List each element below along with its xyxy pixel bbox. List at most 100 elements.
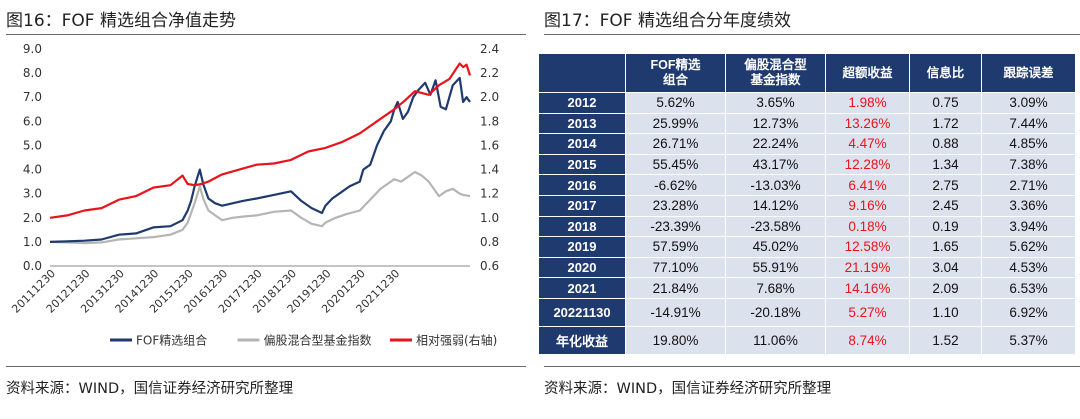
y-right-tick-label: 1.8 [480,114,499,128]
cell-year: 2016 [538,174,626,196]
table-header-row: FOF精选 组合 偏股混合型 基金指数 超额收益 信息比 跟踪误差 [538,53,1076,93]
column-header: 信息比 [909,53,982,93]
series-line-2 [49,62,472,219]
cell-fof: 23.28% [625,194,726,217]
legend-label: 偏股混合型基金指数 [264,333,372,348]
y-right-tick-label: 0.8 [480,235,499,249]
y-right-tick-label: 1.2 [480,187,499,201]
table-row: 2012 5.62% 3.65% 1.98% 0.75 3.09% [538,92,1076,114]
cell-year: 2019 [538,236,626,258]
cell-index: 3.65% [725,92,826,114]
cell-ir: 2.09 [909,277,982,299]
cell-year: 2020 [538,256,626,279]
table-title: 图17：FOF 精选组合分年度绩效 [544,11,791,31]
cell-te: 6.92% [981,297,1076,327]
legend-label: 相对强弱(右轴) [416,333,497,348]
title-rule [544,34,1080,35]
column-header-line: 组合 [662,73,688,87]
y-left-tick-label: 4.0 [23,163,42,177]
title-rule [6,34,526,35]
left-panel: 图16：FOF 精选组合净值走势 0.0 1.0 2.0 3.0 4.0 5.0 6.0 7.… [0,0,530,419]
cell-excess: 13.26% [825,112,910,135]
cell-index: 45.02% [725,236,826,258]
cell-index: 14.12% [725,194,826,217]
series-line-0 [49,76,471,243]
cell-index: -23.58% [725,215,826,238]
cell-excess: 8.74% [825,325,910,355]
table-row: 2017 23.28% 14.12% 9.16% 2.45 3.36% [538,194,1076,217]
y-left-tick-label: 1.0 [23,235,42,249]
series-line-1 [49,170,471,245]
cell-ir: 0.75 [909,92,982,114]
cell-te: 7.44% [981,112,1076,135]
column-header-line: 偏股混合型 [744,58,807,72]
y-right-tick-label: 2.2 [480,66,499,80]
cell-excess: 12.28% [825,153,910,176]
table-row: 2015 55.45% 43.17% 12.28% 1.34 7.38% [538,153,1076,176]
cell-te: 4.53% [981,256,1076,279]
cell-ir: 0.19 [909,215,982,238]
legend-label: FOF精选组合 [136,333,207,348]
column-header-line: 超额收益 [842,65,893,80]
y-left-tick-label: 8.0 [23,66,42,80]
nav-line-chart: 0.0 1.0 2.0 3.0 4.0 5.0 6.0 7.0 8.0 9.0 0.6 0.8 1.0 1… [9,42,499,348]
cell-year: 2021 [538,277,626,299]
table-row: 20221130 -14.91% -20.18% 5.27% 1.10 6.92% [538,297,1076,327]
table-row: 2018 -23.39% -23.58% 0.18% 0.19 3.94% [538,215,1076,238]
y-right-tick-label: 2.0 [480,90,499,104]
cell-year: 2013 [538,112,626,135]
cell-excess: 6.41% [825,174,910,196]
table-row: 2016 -6.62% -13.03% 6.41% 2.75 2.71% [538,174,1076,196]
cell-index: 7.68% [725,277,826,299]
cell-fof: 19.80% [625,325,726,355]
cell-fof: 77.10% [625,256,726,279]
y-left-tick-label: 9.0 [23,42,42,56]
y-left-tick-label: 7.0 [23,90,42,104]
column-header-line: 基金指数 [750,73,801,87]
column-header [538,53,626,93]
cell-year: 2014 [538,133,626,155]
cell-index: 11.06% [725,325,826,355]
column-header: 跟踪误差 [981,53,1076,93]
cell-te: 7.38% [981,153,1076,176]
cell-fof: 26.71% [625,133,726,155]
performance-table: FOF精选 组合 偏股混合型 基金指数 超额收益 信息比 跟踪误差 2012 5.62% 3.6… [538,53,1076,355]
cell-ir: 2.45 [909,194,982,217]
cell-fof: -6.62% [625,174,726,196]
cell-index: 12.73% [725,112,826,135]
cell-year: 2017 [538,194,626,217]
y-right-tick-label: 1.4 [480,163,499,177]
table-row: 年化收益 19.80% 11.06% 8.74% 1.52 5.37% [538,325,1076,355]
cell-excess: 12.58% [825,236,910,258]
cell-ir: 1.72 [909,112,982,135]
source-rule [6,366,526,367]
table-row: 2014 26.71% 22.24% 4.47% 0.88 4.85% [538,133,1076,155]
cell-excess: 0.18% [825,215,910,238]
right-panel: 图17：FOF 精选组合分年度绩效 FOF精选 组合 偏股混合型 基金指数 超额收益 信息… [538,0,1080,419]
y-left-tick-label: 5.0 [23,138,42,152]
cell-fof: 55.45% [625,153,726,176]
cell-index: -20.18% [725,297,826,327]
cell-te: 5.37% [981,325,1076,355]
y-left-tick-label: 6.0 [23,114,42,128]
column-header: 超额收益 [825,53,910,93]
column-header: FOF精选 组合 [625,53,726,93]
cell-ir: 1.52 [909,325,982,355]
cell-year: 2015 [538,153,626,176]
cell-ir: 3.04 [909,256,982,279]
table-source: 资料来源：WIND，国信证券经济研究所整理 [544,381,832,397]
chart-source: 资料来源：WIND，国信证券经济研究所整理 [6,381,294,397]
cell-year: 2012 [538,92,626,114]
table-row: 2021 21.84% 7.68% 14.16% 2.09 6.53% [538,277,1076,299]
table-row: 2019 57.59% 45.02% 12.58% 1.65 5.62% [538,236,1076,258]
y-right-tick-label: 1.0 [480,211,499,225]
cell-fof: -14.91% [625,297,726,327]
cell-ir: 1.65 [909,236,982,258]
table-row: 2020 77.10% 55.91% 21.19% 3.04 4.53% [538,256,1076,279]
y-left-tick-label: 3.0 [23,187,42,201]
cell-excess: 4.47% [825,133,910,155]
y-right-tick-label: 1.6 [480,138,499,152]
cell-te: 6.53% [981,277,1076,299]
cell-fof: 25.99% [625,112,726,135]
cell-fof: 21.84% [625,277,726,299]
